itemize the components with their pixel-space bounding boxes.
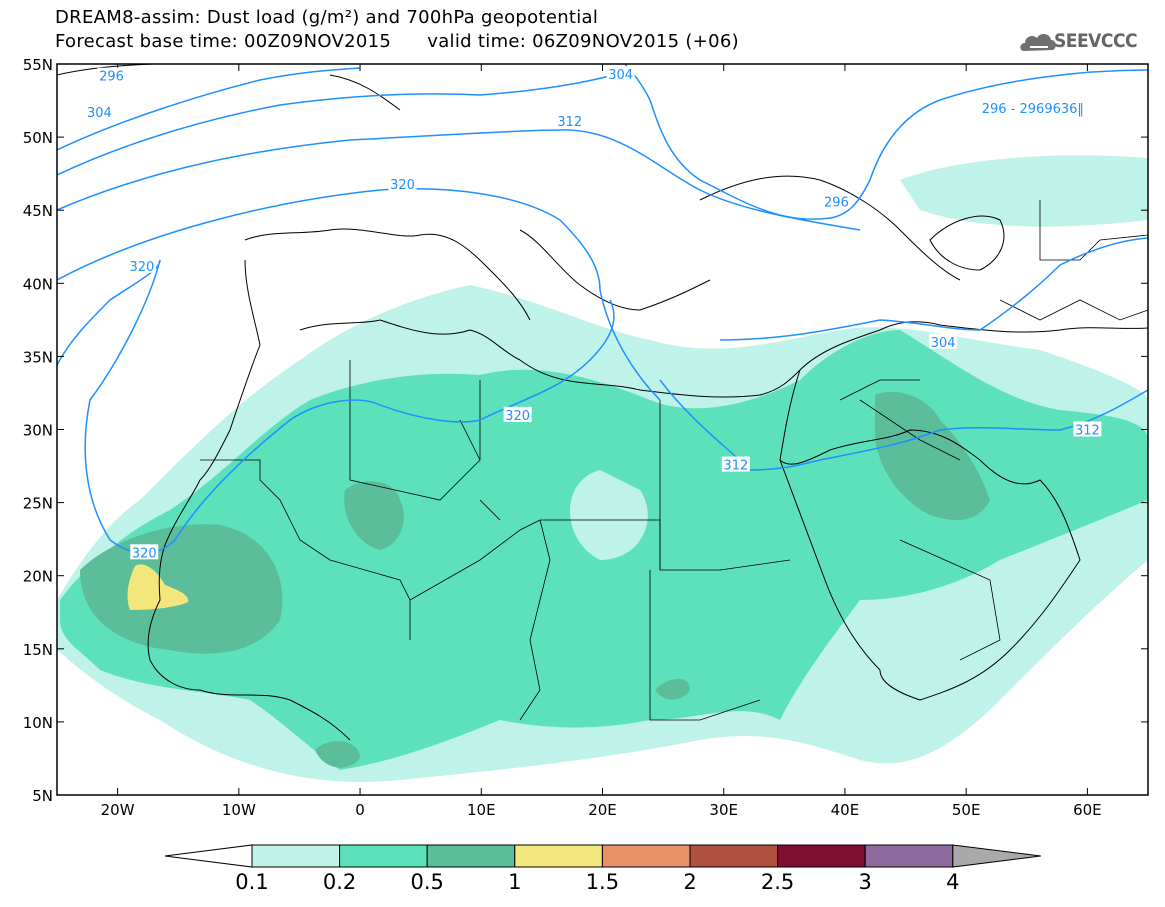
contour-labels: 296 304 304 312 320 320 296 - 2969636‖ 296 304 32… [85,66,1102,561]
contour-label-bg [1073,421,1102,437]
contour-label: 312 [723,459,748,474]
contour-label-bg [388,175,417,191]
colorbar: 0.1 0.2 0.5 1 1.5 2 2.5 3 4 [164,844,1041,894]
dust-region-dark-arabia [875,391,990,520]
lon-label: 50E [952,801,981,819]
contour-label-bg [555,113,584,129]
contour-label-bg [721,456,750,472]
contour-label: 304 [608,68,633,83]
contour-label: 320 [505,409,530,424]
colorbar-segment [251,844,341,868]
lon-label: 10W [222,801,256,819]
dust-fields [57,64,1148,782]
contour-label: 296 [824,195,849,210]
colorbar-label: 4 [946,870,959,894]
lon-label: 40E [831,801,860,819]
contour-label-bg [929,333,958,349]
contour-label: 296 [99,70,124,85]
lat-label: 35N [23,348,53,366]
latitude-axis: 55N 50N 45N 40N 35N 30N 25N 20N 15N 10N 5N [23,56,1148,805]
colorbar-label: 0.2 [323,870,356,894]
colorbar-segment [339,844,428,868]
colorbar-segment [777,844,866,868]
colorbar-label: 0.5 [410,870,443,894]
forecast-times: Forecast base time: 00Z09NOV2015 valid t… [55,31,739,52]
colorbar-segment [864,844,954,868]
lat-label: 20N [23,568,53,586]
contour-label: 304 [87,106,112,121]
colorbar-overflow [952,844,1041,868]
country-borders [200,200,1148,721]
colorbar-segment [514,844,603,868]
colorbar-label: 2.5 [761,870,794,894]
lon-label: 10E [467,801,496,819]
lon-label: 20W [101,801,135,819]
dust-region-max [127,564,189,610]
lon-label: 0 [355,801,365,819]
dust-region-dark-central [344,481,404,550]
colorbar-label: 1 [508,870,521,894]
contour-label: 320 [390,178,415,193]
lat-label: 5N [32,787,53,805]
colorbar-label: 3 [859,870,872,894]
colorbar-segment [601,844,691,868]
dust-region-dark-nigeria [315,741,360,768]
cloud-logo-icon [1020,34,1056,51]
longitude-axis: 20W 10W 0 10E 20E 30E 40E 50E 60E [101,64,1102,819]
lon-label: 30E [709,801,738,819]
lon-label: 20E [588,801,617,819]
colorbar-label: 1.5 [586,870,619,894]
contour-label: 312 [1075,424,1100,439]
logo-text: SEEVCCC [1054,30,1138,52]
contour-label-bg [130,544,159,560]
dust-region-light-north [900,155,1148,227]
lat-label: 25N [23,495,53,513]
contour-label-bg [97,67,126,83]
colorbar-label: 0.1 [235,870,268,894]
contour-label-bg [85,104,114,120]
lat-label: 30N [23,422,53,440]
contour-label: 320 [129,260,154,275]
chart-title: DREAM8-assim: Dust load (g/m²) and 700hP… [55,7,599,28]
lat-label: 15N [23,641,53,659]
contour-label: 320 [132,546,157,561]
contour-label-bg [974,99,1091,115]
lat-label: 10N [23,714,53,732]
lat-label: 50N [23,129,53,147]
lat-label: 45N [23,202,53,220]
dust-region-dark-sudan [655,678,690,700]
contour-label: 312 [557,115,582,130]
colorbar-underflow [164,844,253,868]
lon-label: 60E [1073,801,1102,819]
contour-label-bg [503,406,532,422]
colorbar-segment [426,844,516,868]
contour-label-bg [822,193,851,209]
contour-label: 304 [931,336,956,351]
coastlines [57,64,1148,741]
contour-label-bg [127,257,156,273]
contour-label: 296 - 2969636‖ [982,102,1084,117]
lat-label: 40N [23,275,53,293]
contour-label-bg [606,66,635,82]
lat-label: 55N [23,56,53,74]
colorbar-label: 2 [683,870,696,894]
colorbar-segment [689,844,779,868]
